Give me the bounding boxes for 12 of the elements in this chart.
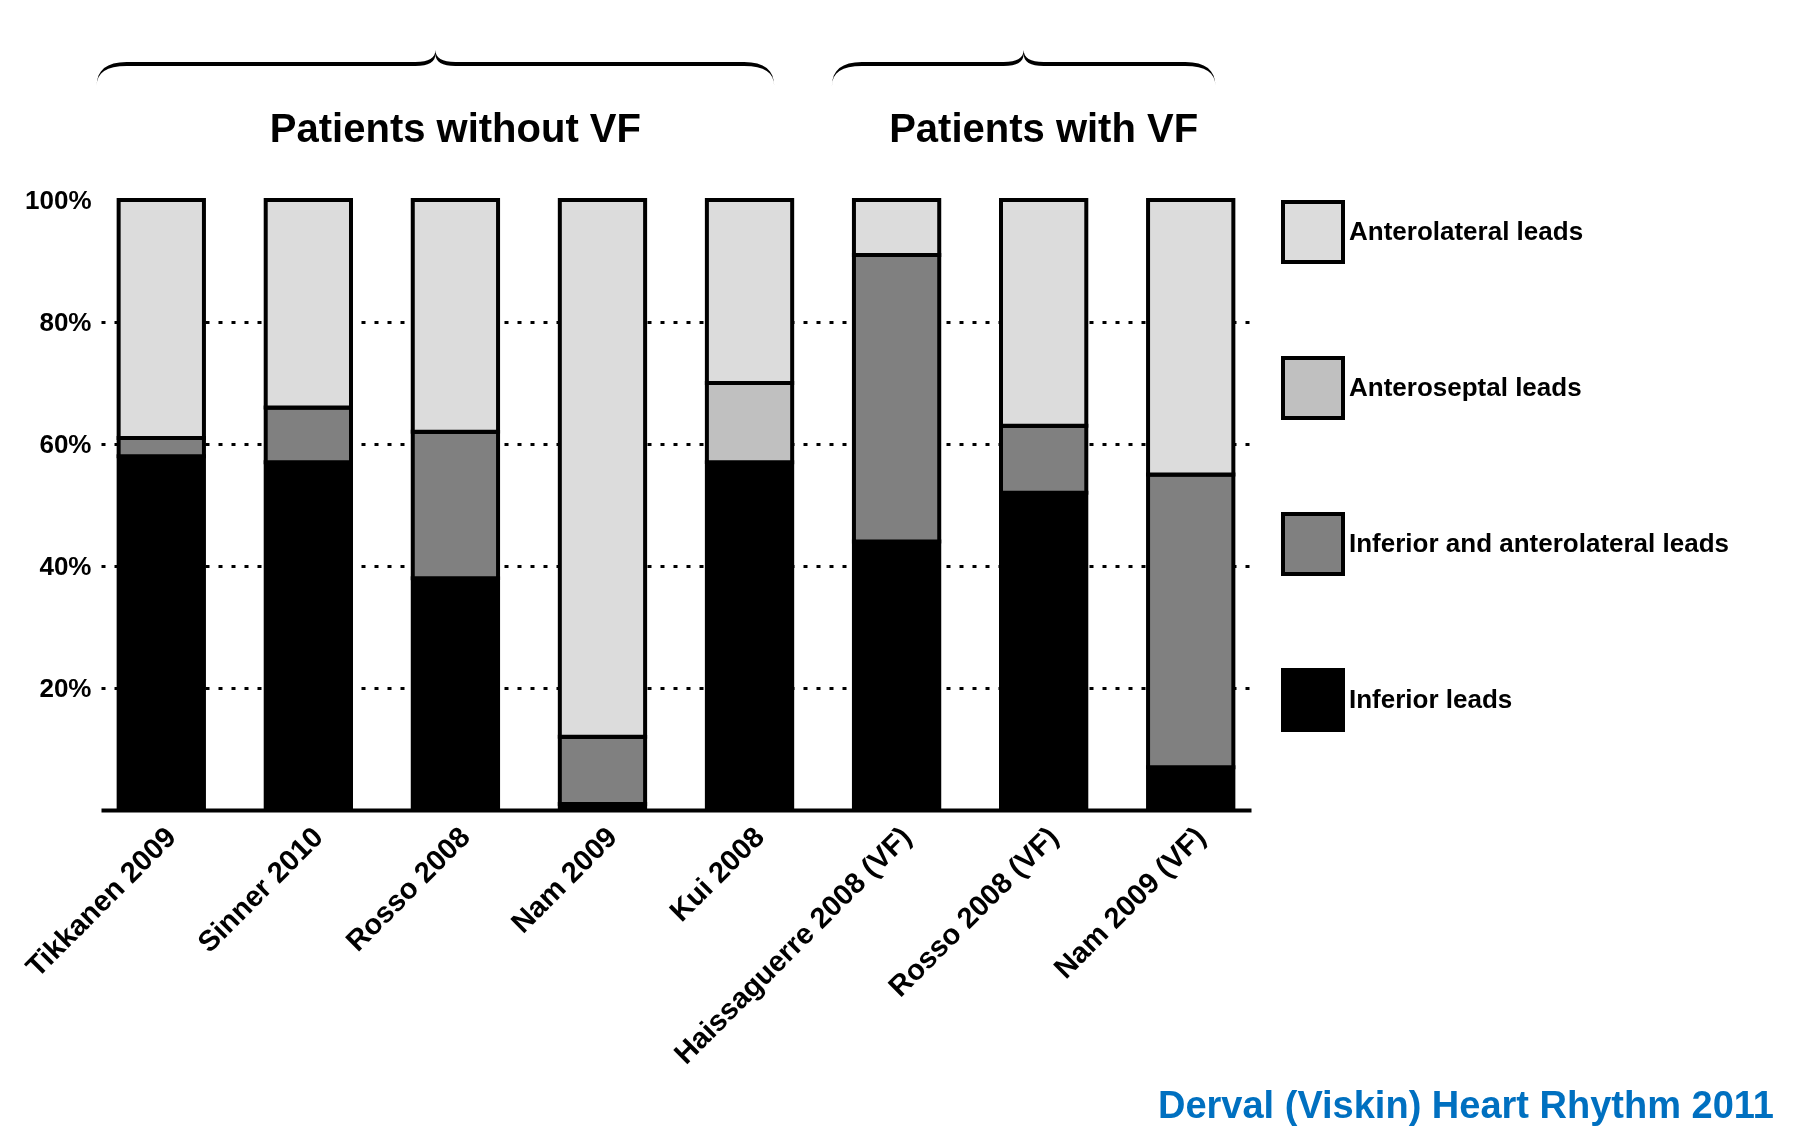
y-tick-label: 80% (39, 306, 92, 337)
legend-label: Inferior and anterolateral leads (1349, 528, 1730, 558)
y-tick-label: 100% (25, 184, 92, 215)
y-tick-label: 40% (39, 550, 92, 581)
text: Derval (Viskin) Heart Rhythm 2011 (1157, 1084, 1774, 1127)
text: Patients with VF (889, 106, 1199, 150)
y-tick-label: 20% (39, 672, 92, 703)
legend-label: Inferior leads (1349, 684, 1513, 714)
text: Patients without VF (269, 106, 641, 150)
y-tick-label: 60% (39, 428, 92, 459)
legend-label: Anteroseptal leads (1349, 372, 1582, 402)
legend-label: Anterolateral leads (1349, 216, 1584, 246)
